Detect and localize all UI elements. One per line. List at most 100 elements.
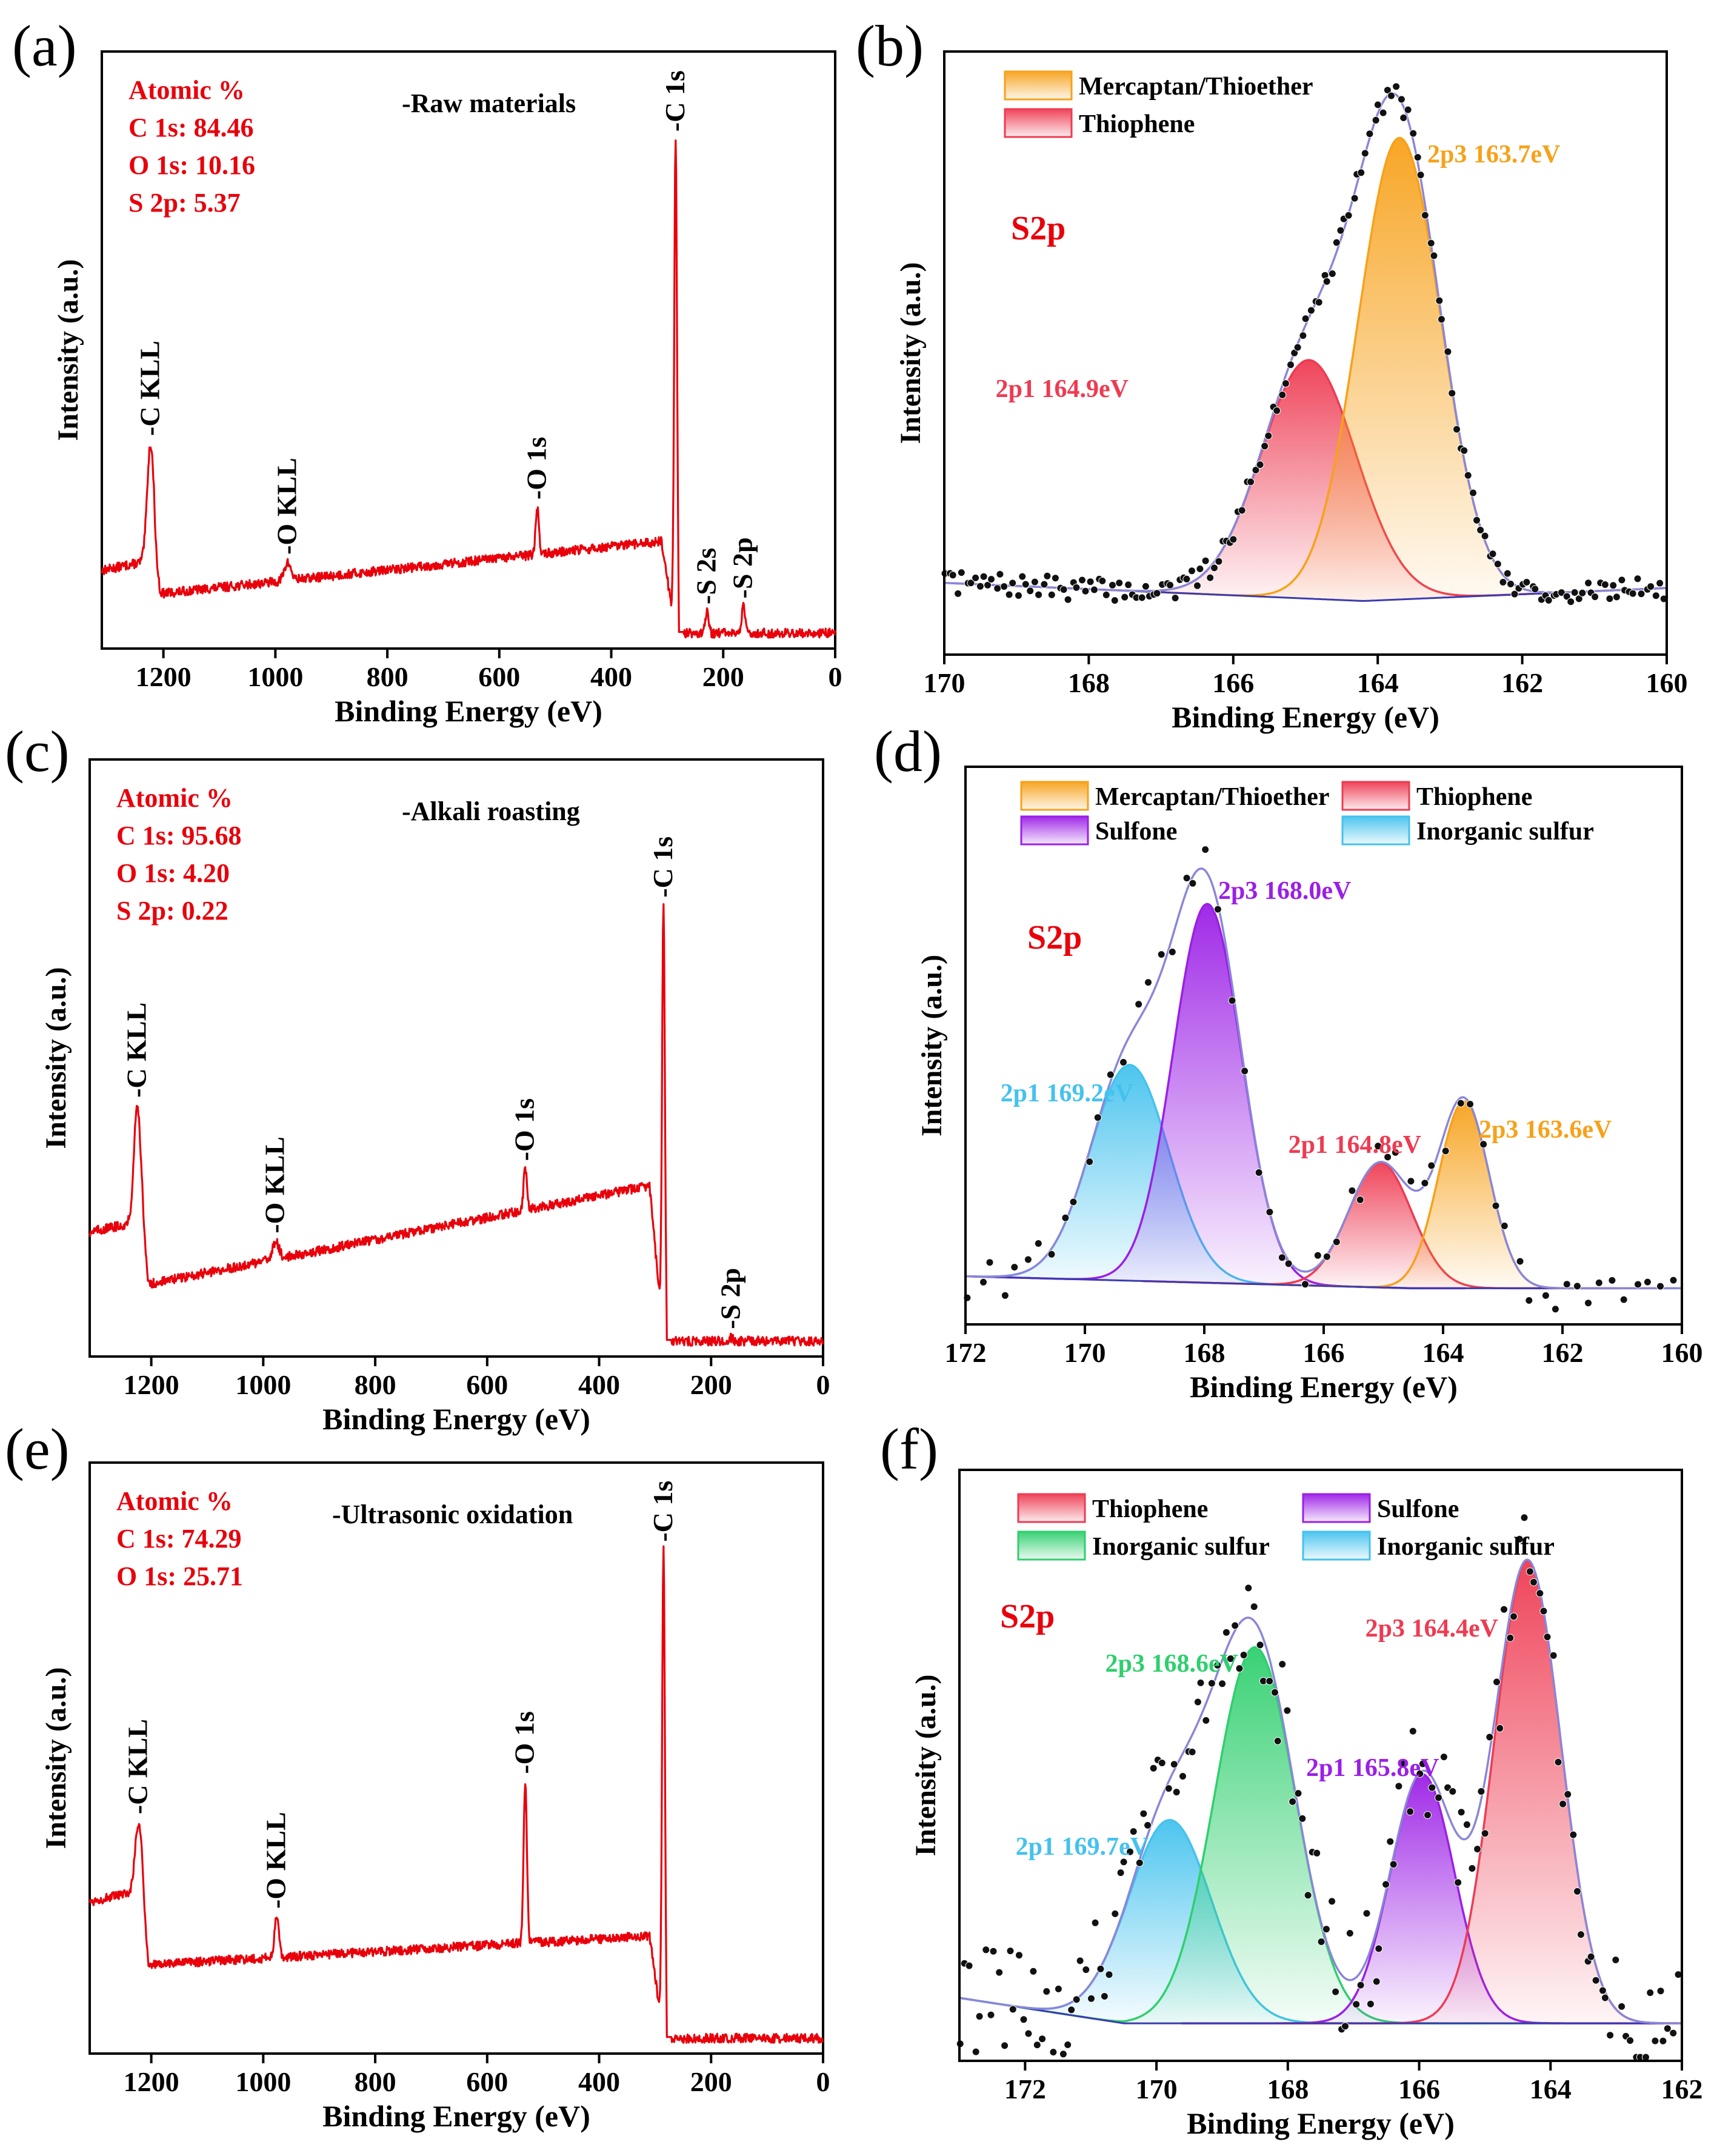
data-point (1348, 1186, 1356, 1195)
data-point (1460, 446, 1469, 455)
data-point (987, 2011, 995, 2019)
data-point (1341, 2022, 1349, 2031)
data-point (1569, 1831, 1578, 1839)
data-point (1328, 270, 1336, 278)
legend-swatch (1302, 1493, 1371, 1523)
component-label: 2p1 169.7eV (1016, 1833, 1149, 1861)
data-point (1366, 2000, 1375, 2008)
data-point (1652, 592, 1660, 600)
data-point (1500, 1222, 1509, 1230)
data-point (1218, 1680, 1227, 1688)
x-tick-label: 800 (355, 1369, 396, 1400)
data-point (1188, 567, 1196, 575)
data-point (1428, 1783, 1436, 1792)
component-label: 2p3 164.4eV (1366, 1615, 1498, 1643)
atomic-value: O 1s: 4.20 (116, 858, 230, 888)
data-point (1064, 595, 1072, 604)
data-point (1503, 569, 1512, 578)
x-axis-label: Binding Energy (eV) (1190, 1370, 1458, 1404)
data-point (1030, 578, 1039, 586)
x-tick-label: 1000 (235, 2066, 291, 2097)
data-point (1196, 565, 1204, 573)
data-point (1093, 1113, 1102, 1122)
x-axis-label: Binding Energy (eV) (322, 1402, 590, 1436)
data-point (1500, 1605, 1508, 1614)
data-point (1643, 1278, 1652, 1286)
data-point (1372, 116, 1380, 124)
data-point (1207, 1679, 1216, 1687)
data-point (1157, 950, 1165, 959)
panel-d: 172 170 168 166 164 162 160 Binding Energy (eV)… (874, 719, 1703, 1404)
data-point (1486, 1733, 1494, 1741)
data-point (1456, 1099, 1465, 1107)
data-point (1496, 1724, 1504, 1732)
data-point (1328, 1897, 1336, 1906)
data-point (1322, 1925, 1330, 1934)
data-point (1531, 585, 1539, 593)
data-point (1298, 1814, 1307, 1823)
data-point (1042, 1987, 1051, 1995)
legend-label: Thiophene (1079, 110, 1195, 138)
x-tick-label: 172 (1004, 2074, 1046, 2104)
data-point (995, 1968, 1004, 1977)
component-label: 2p1 164.8eV (1289, 1131, 1421, 1159)
panel-label: (f) (880, 1417, 938, 1481)
data-point (1072, 1995, 1081, 2004)
data-point (985, 1258, 994, 1267)
data-point (1172, 1788, 1181, 1797)
x-tick-label: 170 (924, 667, 965, 698)
x-tick-label: 400 (578, 2066, 620, 2097)
data-point (1252, 466, 1260, 474)
data-point (1541, 1291, 1550, 1300)
data-point (1281, 379, 1290, 388)
x-tick-label: 162 (1501, 667, 1543, 698)
x-tick-label: 400 (578, 1369, 620, 1400)
data-point (1453, 425, 1461, 433)
data-point (1564, 1790, 1572, 1798)
data-point (1307, 306, 1315, 315)
data-point (1493, 1678, 1501, 1686)
data-point (1543, 1633, 1552, 1641)
data-point (1076, 1957, 1084, 1965)
data-point (1231, 1621, 1239, 1630)
x-tick-label: 0 (829, 661, 842, 692)
data-point (1085, 1158, 1094, 1166)
data-point (1651, 2037, 1659, 2045)
data-point (1244, 1584, 1253, 1592)
data-point (1064, 2041, 1072, 2049)
data-point (1525, 1297, 1533, 1304)
data-point (1395, 1782, 1403, 1791)
data-point (1391, 1148, 1399, 1156)
data-point (1332, 238, 1341, 247)
data-point (954, 589, 962, 598)
panel-e: 1200 1000 800 600 400 200 0 Binding Energy (eV)… (5, 1417, 830, 2133)
data-point (1264, 432, 1273, 440)
x-tick-label: 1200 (136, 661, 192, 692)
data-point (1141, 582, 1150, 590)
data-point (1018, 572, 1027, 581)
data-point (1284, 1260, 1293, 1268)
data-point (1024, 2029, 1033, 2038)
data-point (1647, 582, 1655, 591)
data-point (1416, 171, 1425, 179)
component-label: 2p1 164.9eV (996, 375, 1129, 403)
data-point (1618, 2002, 1626, 2011)
data-point (1067, 2006, 1076, 2014)
data-point (1516, 1257, 1524, 1266)
data-point (1481, 1829, 1489, 1838)
data-point (1273, 1737, 1282, 1745)
x-tick-label: 600 (466, 2066, 508, 2097)
data-point (984, 581, 992, 589)
data-point (1087, 1994, 1095, 2003)
y-axis-label: Intensity (a.u.) (916, 955, 948, 1136)
data-point (1289, 1797, 1297, 1806)
data-point (1059, 2050, 1067, 2058)
envelope-line (959, 1558, 1682, 2024)
data-point (1082, 1966, 1090, 1974)
x-tick-label: 200 (690, 2066, 732, 2097)
data-point (1301, 315, 1310, 323)
data-point (1170, 1760, 1178, 1769)
data-point (1430, 252, 1438, 260)
data-point (1009, 579, 1017, 587)
